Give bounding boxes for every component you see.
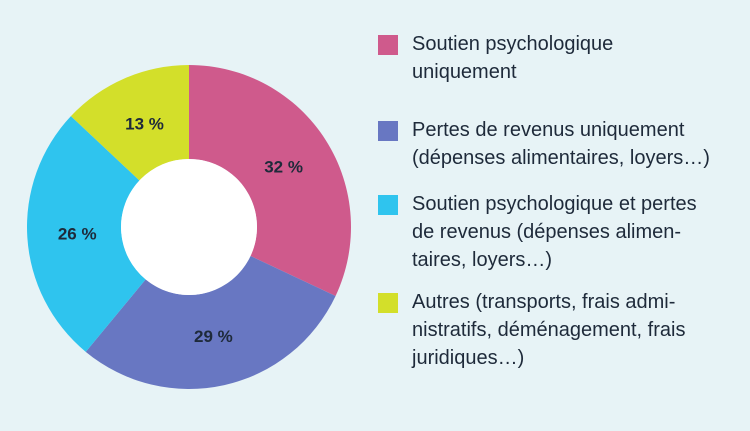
legend-line: Soutien psychologique et pertes [412, 193, 697, 215]
slice-soutien-psychologique [189, 65, 351, 296]
legend-item-pertes-revenus: Pertes de revenus uniquement (dépenses a… [378, 116, 742, 172]
legend-label: Soutien psychologique uniquement [412, 30, 742, 86]
legend-line: Autres (transports, frais admi- [412, 291, 676, 313]
legend-label: Autres (transports, frais admi- nistrati… [412, 288, 742, 372]
legend-line: taires, loyers…) [412, 249, 553, 271]
legend-swatch [378, 121, 398, 141]
legend-swatch [378, 35, 398, 55]
legend-item-soutien-et-pertes: Soutien psychologique et pertes de reven… [378, 190, 742, 274]
legend-swatch [378, 293, 398, 313]
legend-swatch [378, 195, 398, 215]
slice-soutien-et-pertes [26, 116, 146, 352]
legend-line: Pertes de revenus uniquement [412, 119, 685, 141]
legend-item-autres: Autres (transports, frais admi- nistrati… [378, 288, 742, 372]
legend-line: (dépenses alimentaires, loyers…) [412, 147, 710, 169]
slice-label-pertes-revenus: 29 % [194, 327, 233, 346]
donut-chart-svg: 32 % 29 % 26 % 13 % [26, 65, 351, 389]
slice-pertes-revenus [85, 255, 336, 389]
donut-chart: 32 % 29 % 26 % 13 % [0, 0, 370, 431]
slice-autres [70, 65, 189, 181]
slice-label-soutien-et-pertes: 26 % [58, 225, 97, 244]
legend-label: Pertes de revenus uniquement (dépenses a… [412, 116, 742, 172]
legend-label: Soutien psychologique et pertes de reven… [412, 190, 742, 274]
slice-label-soutien-psychologique: 32 % [264, 157, 303, 176]
donut-hole [121, 159, 257, 295]
slice-label-autres: 13 % [125, 115, 164, 134]
legend-line: juridiques…) [412, 347, 525, 369]
legend-item-soutien-psychologique: Soutien psychologique uniquement [378, 30, 742, 86]
legend-line: uniquement [412, 61, 517, 83]
legend-line: Soutien psychologique [412, 33, 614, 55]
legend-line: de revenus (dépenses alimen- [412, 221, 682, 243]
legend-line: nistratifs, déménagement, frais [412, 319, 686, 341]
